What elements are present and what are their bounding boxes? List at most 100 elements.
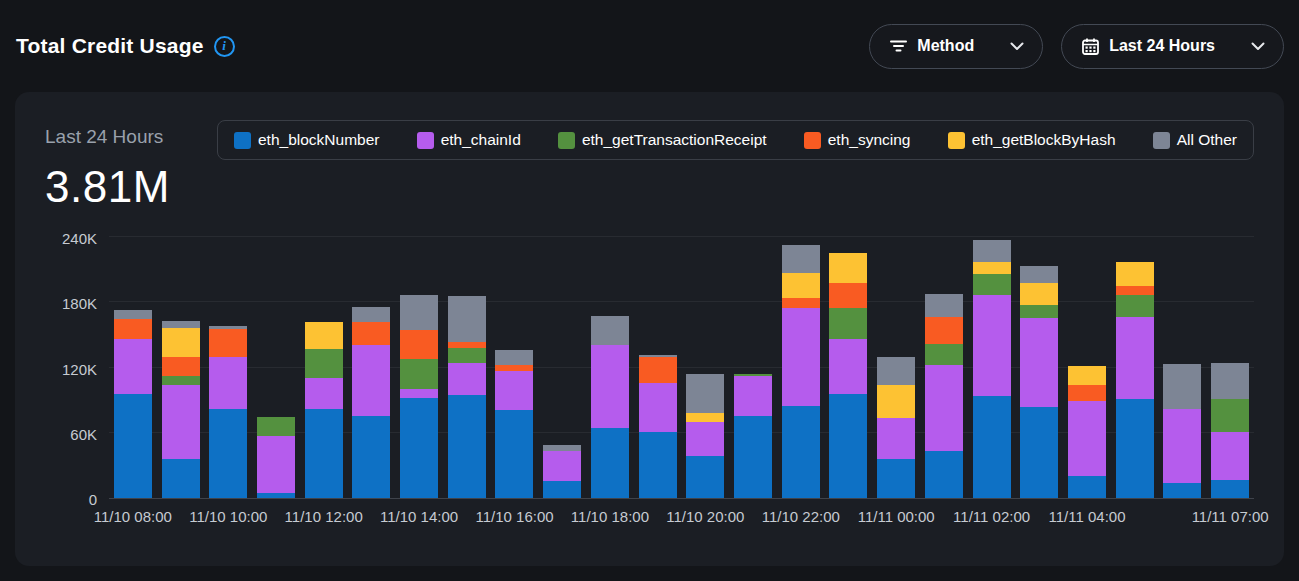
bar-segment[interactable] [925, 344, 963, 366]
bar-segment[interactable] [973, 295, 1011, 396]
stacked-bar[interactable] [782, 245, 820, 498]
bar-segment[interactable] [495, 350, 533, 365]
bar-segment[interactable] [209, 409, 247, 498]
bar-segment[interactable] [162, 376, 200, 385]
bar-segment[interactable] [352, 345, 390, 417]
bar-segment[interactable] [877, 459, 915, 498]
bar-segment[interactable] [1116, 399, 1154, 498]
stacked-bar[interactable] [973, 240, 1011, 498]
bar-segment[interactable] [305, 349, 343, 378]
bar-segment[interactable] [114, 310, 152, 319]
stacked-bar[interactable] [686, 374, 724, 498]
bar-segment[interactable] [782, 406, 820, 498]
bar-segment[interactable] [1116, 295, 1154, 318]
bar-segment[interactable] [162, 328, 200, 356]
bar-segment[interactable] [352, 322, 390, 345]
bar-segment[interactable] [782, 308, 820, 406]
bar-segment[interactable] [305, 322, 343, 349]
stacked-bar[interactable] [352, 307, 390, 498]
bar-segment[interactable] [591, 428, 629, 498]
bar-segment[interactable] [257, 436, 295, 493]
bar-segment[interactable] [829, 339, 867, 393]
bar-segment[interactable] [352, 307, 390, 322]
bar-segment[interactable] [973, 262, 1011, 274]
bar-segment[interactable] [1211, 363, 1249, 399]
legend-item[interactable]: All Other [1153, 131, 1237, 149]
bar-segment[interactable] [400, 330, 438, 359]
stacked-bar[interactable] [400, 295, 438, 498]
bar-segment[interactable] [925, 365, 963, 451]
stacked-bar[interactable] [209, 326, 247, 498]
bar-segment[interactable] [686, 413, 724, 422]
bar-segment[interactable] [925, 451, 963, 498]
stacked-bar[interactable] [1068, 366, 1106, 498]
stacked-bar[interactable] [1211, 363, 1249, 498]
bar-segment[interactable] [973, 274, 1011, 295]
bar-segment[interactable] [448, 296, 486, 342]
info-icon[interactable]: i [214, 36, 235, 57]
stacked-bar[interactable] [495, 350, 533, 498]
bar-segment[interactable] [1116, 286, 1154, 295]
bar-segment[interactable] [305, 378, 343, 408]
bar-segment[interactable] [782, 298, 820, 308]
stacked-bar[interactable] [639, 355, 677, 498]
bar-segment[interactable] [1068, 385, 1106, 401]
bar-segment[interactable] [639, 383, 677, 432]
bar-segment[interactable] [209, 329, 247, 356]
bar-segment[interactable] [400, 295, 438, 330]
bar-segment[interactable] [1116, 317, 1154, 399]
legend-item[interactable]: eth_syncing [804, 131, 911, 149]
bar-segment[interactable] [1020, 407, 1058, 498]
bar-segment[interactable] [1163, 483, 1201, 498]
bar-segment[interactable] [829, 253, 867, 282]
bar-segment[interactable] [495, 410, 533, 498]
bar-segment[interactable] [591, 316, 629, 344]
bar-segment[interactable] [973, 240, 1011, 262]
bar-segment[interactable] [448, 395, 486, 498]
bar-segment[interactable] [352, 416, 390, 498]
stacked-bar[interactable] [114, 310, 152, 498]
bar-segment[interactable] [1020, 283, 1058, 305]
bar-segment[interactable] [686, 374, 724, 413]
bar-segment[interactable] [1068, 476, 1106, 498]
bar-segment[interactable] [543, 481, 581, 498]
bar-segment[interactable] [639, 432, 677, 498]
bar-segment[interactable] [877, 357, 915, 385]
bar-segment[interactable] [1163, 409, 1201, 483]
legend-item[interactable]: eth_blockNumber [234, 131, 379, 149]
bar-segment[interactable] [973, 396, 1011, 498]
bar-segment[interactable] [400, 389, 438, 398]
bar-segment[interactable] [1163, 364, 1201, 409]
stacked-bar[interactable] [257, 417, 295, 498]
bar-segment[interactable] [734, 376, 772, 416]
stacked-bar[interactable] [925, 294, 963, 498]
method-filter-dropdown[interactable]: Method [869, 24, 1043, 69]
bar-segment[interactable] [1116, 262, 1154, 286]
bar-segment[interactable] [686, 456, 724, 498]
legend-item[interactable]: eth_chainId [417, 131, 521, 149]
bar-segment[interactable] [925, 317, 963, 343]
bar-segment[interactable] [495, 371, 533, 410]
bar-segment[interactable] [114, 319, 152, 340]
bar-segment[interactable] [162, 459, 200, 498]
stacked-bar[interactable] [1116, 262, 1154, 498]
stacked-bar[interactable] [829, 253, 867, 498]
stacked-bar[interactable] [877, 357, 915, 498]
legend-item[interactable]: eth_getTransactionReceipt [558, 131, 767, 149]
bar-segment[interactable] [114, 394, 152, 498]
stacked-bar[interactable] [305, 322, 343, 498]
bar-segment[interactable] [877, 385, 915, 418]
time-range-dropdown[interactable]: Last 24 Hours [1061, 24, 1284, 69]
bar-segment[interactable] [1211, 432, 1249, 480]
stacked-bar[interactable] [448, 296, 486, 498]
bar-segment[interactable] [686, 422, 724, 456]
bar-segment[interactable] [829, 394, 867, 498]
bar-segment[interactable] [734, 416, 772, 498]
bar-segment[interactable] [400, 359, 438, 389]
bar-segment[interactable] [639, 357, 677, 383]
bar-segment[interactable] [1211, 480, 1249, 499]
bar-segment[interactable] [782, 273, 820, 298]
bar-segment[interactable] [162, 357, 200, 377]
bar-segment[interactable] [1211, 399, 1249, 432]
bar-segment[interactable] [305, 409, 343, 498]
